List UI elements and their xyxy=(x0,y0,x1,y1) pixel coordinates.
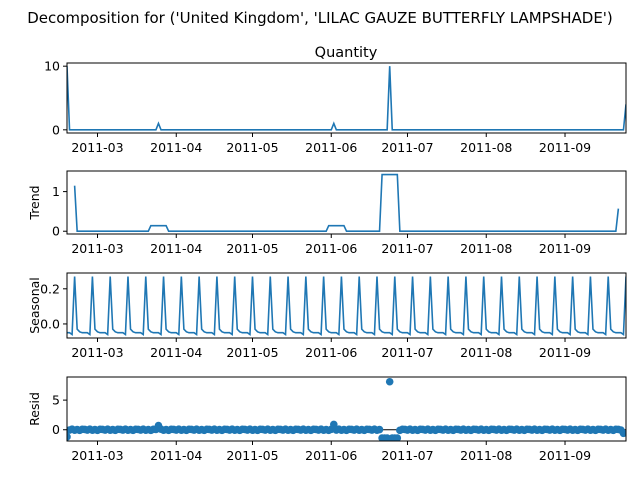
x-tick-label: 2011-04 xyxy=(150,448,202,463)
x-tick-label: 2011-07 xyxy=(381,345,433,360)
figure-suptitle: Decomposition for ('United Kingdom', 'LI… xyxy=(27,9,613,27)
x-tick-label: 2011-06 xyxy=(305,140,357,155)
x-tick-label: 2011-08 xyxy=(460,448,512,463)
y-tick-label: 10 xyxy=(44,59,60,74)
resid-point xyxy=(393,434,402,441)
x-tick-label: 2011-08 xyxy=(460,345,512,360)
y-tick-label: 0.0 xyxy=(40,316,60,331)
x-tick-label: 2011-06 xyxy=(305,345,357,360)
resid-point xyxy=(619,429,626,438)
x-tick-label: 2011-04 xyxy=(150,241,202,256)
y-tick-label: 5 xyxy=(52,393,60,408)
x-tick-label: 2011-09 xyxy=(539,448,591,463)
resid-ylabel: Resid xyxy=(27,392,42,426)
x-tick-label: 2011-08 xyxy=(460,241,512,256)
x-tick-label: 2011-05 xyxy=(226,345,278,360)
resid-axes-frame xyxy=(66,376,627,442)
x-tick-label: 2011-04 xyxy=(150,140,202,155)
observed-series-line xyxy=(67,66,626,131)
observed-panel-title: Quantity xyxy=(315,45,378,61)
x-tick-label: 2011-09 xyxy=(539,140,591,155)
trend-series-line xyxy=(73,173,620,233)
x-tick-label: 2011-04 xyxy=(150,345,202,360)
resid-point xyxy=(375,425,384,434)
y-tick-label: 1 xyxy=(52,184,60,199)
trend-panel: 2011-03 2011-04 2011-05 2011-06 2011-07 2011-… xyxy=(27,170,627,256)
x-tick-label: 2011-03 xyxy=(71,345,123,360)
y-tick-label: 0 xyxy=(52,224,60,239)
x-tick-label: 2011-09 xyxy=(539,241,591,256)
seasonal-axes-frame xyxy=(66,272,627,339)
x-tick-label: 2011-07 xyxy=(381,140,433,155)
x-tick-label: 2011-09 xyxy=(539,345,591,360)
seasonal-panel: 2011-03 2011-04 2011-05 2011-06 2011-07 2011-… xyxy=(27,272,627,360)
x-tick-label: 2011-07 xyxy=(381,241,433,256)
x-tick-label: 2011-06 xyxy=(305,448,357,463)
resid-panel: 2011-03 2011-04 2011-05 2011-06 2011-07 2011-… xyxy=(27,376,627,463)
x-tick-label: 2011-06 xyxy=(305,241,357,256)
trend-axes-frame xyxy=(66,170,627,235)
observed-axes-frame xyxy=(66,62,627,134)
x-tick-label: 2011-05 xyxy=(226,241,278,256)
seasonal-ylabel: Seasonal xyxy=(27,277,42,334)
y-tick-label: 0 xyxy=(52,422,60,437)
resid-point xyxy=(67,433,71,441)
x-tick-label: 2011-05 xyxy=(226,448,278,463)
trend-ylabel: Trend xyxy=(27,185,42,220)
x-tick-label: 2011-07 xyxy=(381,448,433,463)
x-tick-label: 2011-08 xyxy=(460,140,512,155)
x-tick-label: 2011-03 xyxy=(71,140,123,155)
resid-point xyxy=(385,377,394,386)
x-tick-label: 2011-05 xyxy=(226,140,278,155)
seasonal-series-line xyxy=(67,276,626,336)
y-tick-label: 0 xyxy=(52,122,60,137)
y-tick-label: 0.2 xyxy=(40,281,60,296)
x-tick-label: 2011-03 xyxy=(71,448,123,463)
observed-panel: 2011-03 2011-04 2011-05 2011-06 2011-07 2011-… xyxy=(44,59,627,155)
x-tick-label: 2011-03 xyxy=(71,241,123,256)
